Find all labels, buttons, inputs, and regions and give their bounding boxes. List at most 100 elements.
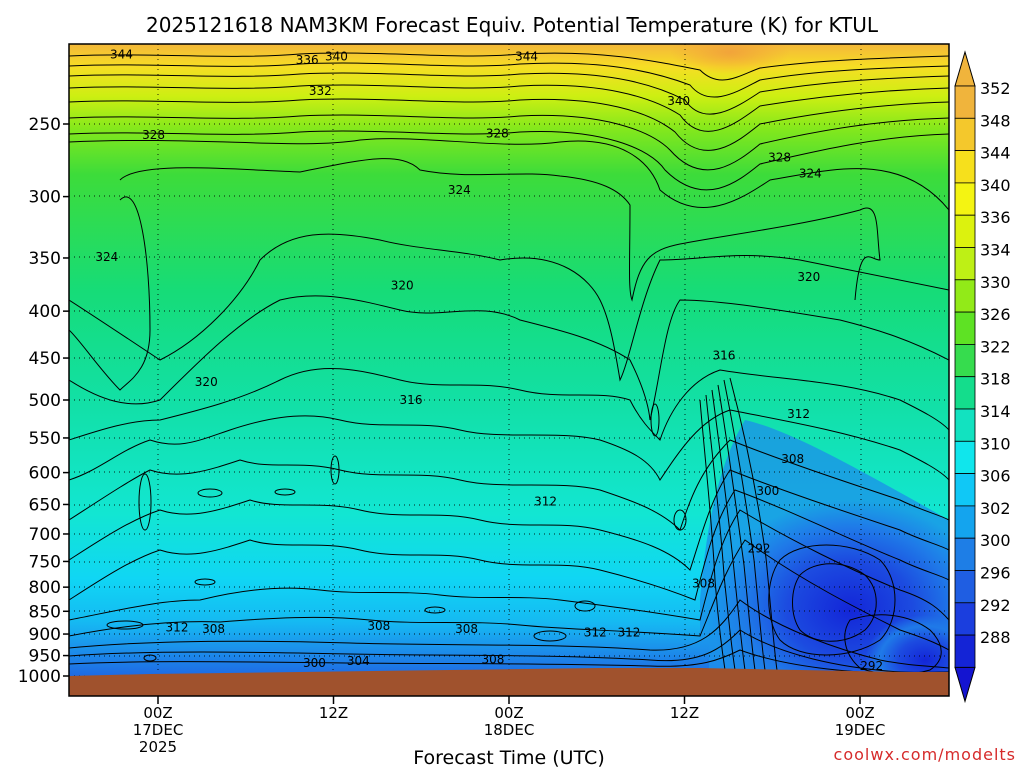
contour-label: 312 <box>166 620 189 634</box>
contour-label: 292 <box>748 541 771 555</box>
contour-label: 328 <box>486 126 509 140</box>
x-tick-label: 12Z <box>319 704 348 722</box>
colorbar-swatch <box>954 505 976 539</box>
y-axis: 250 300 350 400 450 500 550 600 650 700 750 800 850 9… <box>18 115 69 687</box>
contour-label: 324 <box>95 250 118 264</box>
colorbar-bottom-arrow <box>954 666 976 704</box>
contour-label-text: 328 <box>486 126 509 140</box>
y-tick-label: 450 <box>29 349 61 369</box>
contour-label-text: 308 <box>367 619 390 633</box>
y-tick-label: 300 <box>29 188 61 208</box>
contour-label: 316 <box>713 348 736 362</box>
x-tick-label: 00Z <box>845 704 874 722</box>
colorbar-swatch <box>954 311 976 345</box>
contour-label-text: 308 <box>455 622 478 636</box>
contour-label-text: 324 <box>799 166 822 180</box>
y-tick-label: 550 <box>29 429 61 449</box>
contour-label-text: 316 <box>400 393 423 407</box>
contour-labels: 344 336 340 344 332 340 328 328 328 324 324 324 320 3… <box>95 48 883 673</box>
contour-label: 336 <box>296 53 319 67</box>
contour-label: 312 <box>534 494 557 508</box>
contour-label-text: 308 <box>692 577 715 591</box>
x-tick-label: 00Z <box>143 704 172 722</box>
contour-label-text: 320 <box>797 270 820 284</box>
contour-label-text: 300 <box>303 656 326 670</box>
y-tick-label: 650 <box>29 495 61 515</box>
contour-label-text: 304 <box>347 654 370 668</box>
contour-label: 312 <box>617 625 640 639</box>
contour-label: 292 <box>860 659 883 673</box>
colorbar: 352 348 344 340 336 334 330 326 322 318 314 310 306 3… <box>954 50 1011 704</box>
contour-label-text: 344 <box>110 48 133 62</box>
y-tick-label: 800 <box>29 578 61 598</box>
y-tick-label: 250 <box>29 115 61 135</box>
contour-label-text: 292 <box>860 659 883 673</box>
contour-label: 308 <box>202 622 225 636</box>
contour-label-text: 340 <box>325 49 348 63</box>
colorbar-swatch <box>954 85 976 119</box>
contour-label: 328 <box>142 128 165 142</box>
contour-label-text: 336 <box>296 53 319 67</box>
contour-lines <box>69 52 949 677</box>
colorbar-swatch <box>954 440 976 474</box>
contour-label: 308 <box>367 619 390 633</box>
colorbar-top-arrow <box>954 50 976 87</box>
colorbar-level-label: 348 <box>980 111 1011 130</box>
colorbar-level-label: 302 <box>980 499 1011 518</box>
x-tick-label: 17DEC <box>133 721 184 739</box>
contour-label: 320 <box>195 375 218 389</box>
colorbar-swatch <box>954 537 976 571</box>
colorbar-level-label: 310 <box>980 434 1011 453</box>
contour-label-text: 308 <box>481 653 504 667</box>
contour-label-text: 324 <box>95 250 118 264</box>
contour-label-text: 300 <box>756 484 779 498</box>
chart-title: 2025121618 NAM3KM Forecast Equiv. Potent… <box>146 13 879 37</box>
y-tick-label: 700 <box>29 525 61 545</box>
colorbar-level-label: 352 <box>980 79 1011 98</box>
contour-label-text: 344 <box>515 49 538 63</box>
contour-label: 308 <box>692 577 715 591</box>
colorbar-swatch <box>954 247 976 281</box>
colorbar-level-label: 322 <box>980 337 1011 356</box>
colorbar-level-label: 306 <box>980 467 1011 486</box>
x-tick-label: 12Z <box>670 704 699 722</box>
colorbar-level-label: 334 <box>980 241 1011 260</box>
plot-area: 344 336 340 344 332 340 328 328 328 324 324 324 320 3… <box>69 44 949 696</box>
colorbar-swatch <box>954 634 976 668</box>
contour-label-text: 312 <box>534 494 557 508</box>
x-tick-label: 19DEC <box>835 721 886 739</box>
colorbar-swatch <box>954 473 976 507</box>
colorbar-swatch <box>954 570 976 604</box>
colorbar-level-label: 296 <box>980 564 1011 583</box>
colorbar-swatch <box>954 117 976 152</box>
contour-label: 300 <box>303 656 326 670</box>
contour-label: 320 <box>797 270 820 284</box>
contour-label: 320 <box>391 278 414 292</box>
y-tick-label: 500 <box>29 391 61 411</box>
y-tick-label: 950 <box>29 647 61 667</box>
watermark: coolwx.com/modelts <box>834 745 1016 764</box>
contour-label: 344 <box>110 48 133 62</box>
contour-label: 340 <box>667 94 690 108</box>
contour-label-text: 308 <box>781 452 804 466</box>
contour-label: 324 <box>799 166 822 180</box>
contour-label: 324 <box>448 183 471 197</box>
contour-label-text: 324 <box>448 183 471 197</box>
colorbar-level-label: 300 <box>980 531 1011 550</box>
colorbar-swatch <box>954 279 976 313</box>
colorbar-swatch <box>954 182 976 216</box>
colorbar-level-label: 330 <box>980 273 1011 292</box>
colorbar-swatch <box>954 214 976 248</box>
y-tick-label: 1000 <box>18 667 61 687</box>
contour-label-text: 312 <box>617 625 640 639</box>
contour-label: 308 <box>481 653 504 667</box>
ground <box>69 668 949 696</box>
contour-label: 308 <box>781 452 804 466</box>
contour-label-text: 340 <box>667 94 690 108</box>
contour-label-text: 320 <box>391 278 414 292</box>
x-tick-label: 18DEC <box>484 721 535 739</box>
contour-label: 332 <box>309 84 332 98</box>
colorbar-level-label: 326 <box>980 305 1011 324</box>
